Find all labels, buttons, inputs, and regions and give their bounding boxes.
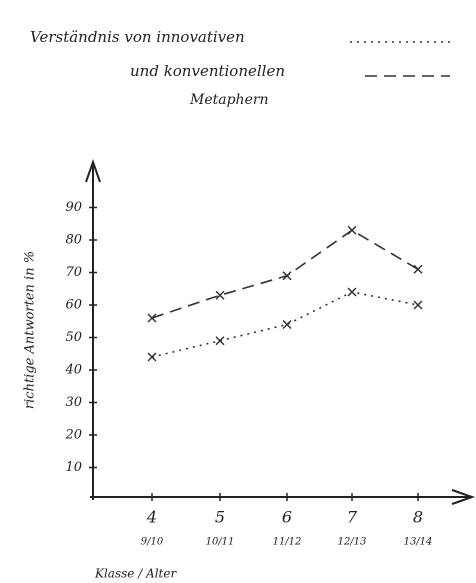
point-marker (413, 300, 423, 310)
y-axis-arrow (85, 158, 101, 183)
x-tick-label: 8 (413, 508, 423, 527)
point-marker (147, 313, 157, 323)
point-marker (413, 264, 423, 274)
x-axis-label: Klasse / Alter (94, 567, 177, 581)
y-tick-label: 40 (64, 363, 82, 378)
x-tick-label: 4 (146, 508, 157, 527)
point-marker (147, 352, 157, 362)
x-axis-arrow (451, 489, 476, 505)
legend-label: Verständnis von innovativen (30, 28, 245, 46)
age-label: 13/14 (404, 537, 433, 548)
legend-note: Metaphern (189, 92, 269, 108)
age-label: 12/13 (338, 537, 367, 548)
series-line (151, 291, 419, 358)
y-tick-label: 30 (65, 395, 82, 410)
y-tick-label: 80 (65, 233, 82, 248)
y-axis-label: richtige Antworten in % (23, 251, 38, 409)
point-marker (282, 319, 292, 330)
y-tick-label: 20 (64, 428, 82, 443)
y-tick-label: 10 (65, 460, 82, 475)
y-tick-label: 70 (65, 265, 82, 280)
age-label: 10/11 (206, 537, 235, 548)
y-tick-label: 90 (65, 200, 82, 215)
age-label: 11/12 (273, 537, 302, 548)
point-marker (347, 225, 357, 235)
age-label: 9/10 (141, 537, 164, 548)
point-marker (215, 290, 225, 300)
y-tick-label: 60 (65, 298, 82, 313)
x-tick-label: 5 (215, 508, 225, 527)
legend-label: und konventionellen (130, 62, 285, 80)
x-tick-label: 6 (282, 508, 292, 527)
point-marker (215, 336, 225, 346)
point-marker (282, 271, 292, 281)
y-tick-label: 50 (65, 330, 82, 345)
x-tick-label: 7 (347, 508, 358, 527)
point-marker (347, 287, 357, 297)
